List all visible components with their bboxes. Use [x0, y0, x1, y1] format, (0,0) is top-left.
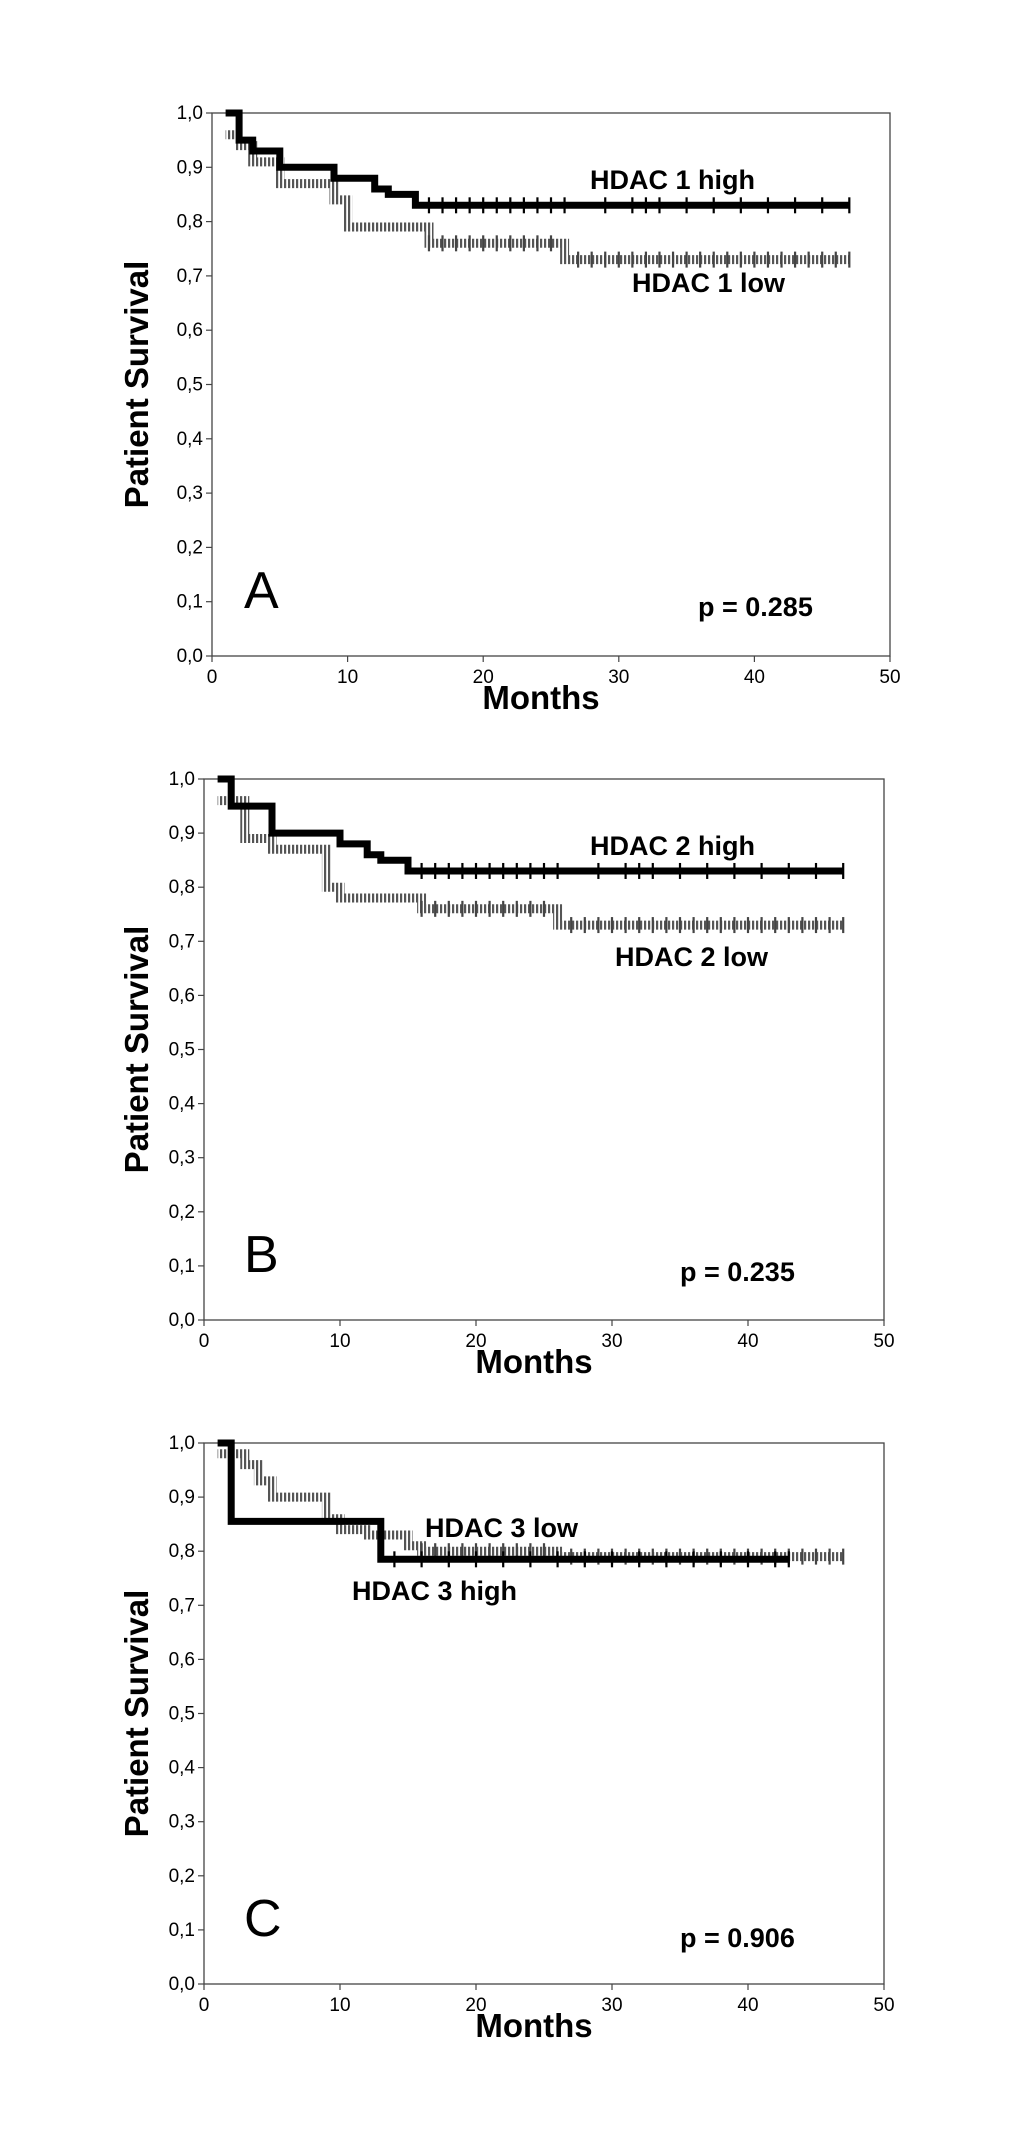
series-hdac-1-high: [225, 109, 851, 214]
x-tick-label: 10: [337, 667, 358, 688]
series-hdac-2-high: [217, 775, 845, 879]
x-tick-label: 40: [737, 1331, 758, 1352]
survival-curve: [217, 775, 844, 875]
y-tick-label: 0,7: [169, 1595, 195, 1616]
y-tick-label: 0,9: [169, 1487, 195, 1508]
x-tick-label: 10: [329, 1331, 350, 1352]
chart-panel-a: 0,0 0,1 0,2 0,3 0,4 0,5 0,6 0,7 0,8 0,9 1,0 0 10 20 30…: [118, 103, 901, 716]
plot-frame: [203, 778, 885, 1321]
chart-panel-b: 0,0 0,1 0,2 0,3 0,4 0,5 0,6 0,7 0,8 0,9 1,0 0 10 20 30…: [118, 769, 895, 1380]
y-tick-label: 0,2: [177, 537, 203, 558]
y-tick-label: 1,0: [169, 1433, 195, 1454]
x-tick-label: 20: [473, 667, 494, 688]
y-axis-title: Patient Survival: [118, 1590, 155, 1838]
x-tick-label: 40: [737, 1995, 758, 2016]
y-tick-label: 0,3: [169, 1148, 195, 1169]
y-tick-label: 0,0: [177, 646, 203, 667]
p-value: p = 0.906: [680, 1923, 795, 1953]
y-tick-label: 0,3: [169, 1812, 195, 1833]
x-tick-label: 50: [879, 667, 900, 688]
y-tick-label: 0,8: [169, 1541, 195, 1562]
y-tick-label: 0,8: [169, 877, 195, 898]
survival-curve: [225, 109, 850, 209]
x-axis-title: Months: [482, 679, 599, 716]
x-tick-label: 50: [873, 1331, 894, 1352]
x-tick-label: 0: [199, 1331, 210, 1352]
panel-letter: B: [244, 1226, 279, 1284]
y-tick-label: 0,2: [169, 1866, 195, 1887]
x-tick-label: 10: [329, 1995, 350, 2016]
x-tick-label: 20: [465, 1995, 486, 2016]
x-tick-label: 40: [744, 667, 765, 688]
y-tick-label: 0,8: [177, 212, 203, 233]
x-axis-title: Months: [475, 2007, 592, 2044]
y-tick-label: 0,3: [177, 483, 203, 504]
y-tick-label: 0,4: [169, 1758, 196, 1779]
y-tick-label: 0,9: [177, 157, 203, 178]
survival-curve: [217, 796, 844, 930]
chart-panel-c: 0,0 0,1 0,2 0,3 0,4 0,5 0,6 0,7 0,8 0,9 1,0 0 10 20 30…: [118, 1433, 895, 2044]
y-axis-title: Patient Survival: [118, 926, 155, 1174]
y-tick-label: 0,1: [177, 592, 203, 613]
x-tick-label: 50: [873, 1995, 894, 2016]
y-tick-label: 0,9: [169, 823, 195, 844]
panel-letter: C: [244, 1890, 282, 1948]
y-axis-title: Patient Survival: [118, 261, 155, 509]
y-tick-label: 0,2: [169, 1202, 195, 1223]
y-tick-label: 0,7: [169, 931, 195, 952]
x-axis-title: Months: [475, 1343, 592, 1380]
x-tick-label: 0: [199, 1995, 210, 2016]
series-label: HDAC 1 high: [590, 165, 755, 195]
series-hdac-2-low: [217, 796, 845, 934]
y-tick-label: 1,0: [177, 103, 203, 124]
panel-letter: A: [244, 562, 279, 620]
y-tick-label: 1,0: [169, 769, 195, 790]
series-hdac-3-low: [217, 1449, 845, 1565]
x-tick-label: 30: [601, 1331, 622, 1352]
series-label: HDAC 3 high: [352, 1576, 517, 1606]
x-tick-label: 20: [465, 1331, 486, 1352]
series-label: HDAC 2 high: [590, 831, 755, 861]
y-tick-label: 0,0: [169, 1310, 195, 1331]
y-tick-label: 0,5: [177, 375, 203, 396]
y-tick-label: 0,6: [169, 985, 195, 1006]
x-tick-label: 0: [207, 667, 218, 688]
y-tick-label: 0,4: [177, 429, 204, 450]
p-value: p = 0.285: [698, 592, 813, 622]
series-label: HDAC 3 low: [425, 1513, 579, 1543]
plot-frame: [211, 112, 891, 657]
series-label: HDAC 2 low: [615, 942, 769, 972]
series-hdac-3-high: [217, 1439, 790, 1568]
y-tick-label: 0,4: [169, 1094, 196, 1115]
x-tick-label: 30: [601, 1995, 622, 2016]
y-tick-label: 0,6: [177, 320, 203, 341]
y-tick-label: 0,6: [169, 1649, 195, 1670]
y-tick-label: 0,7: [177, 266, 203, 287]
y-tick-label: 0,1: [169, 1920, 195, 1941]
p-value: p = 0.235: [680, 1257, 795, 1287]
y-tick-label: 0,1: [169, 1256, 195, 1277]
series-hdac-1-low: [225, 130, 851, 268]
y-tick-label: 0,0: [169, 1974, 195, 1995]
x-tick-label: 30: [608, 667, 629, 688]
series-label: HDAC 1 low: [632, 268, 786, 298]
y-tick-label: 0,5: [169, 1040, 195, 1061]
y-tick-label: 0,5: [169, 1704, 195, 1725]
